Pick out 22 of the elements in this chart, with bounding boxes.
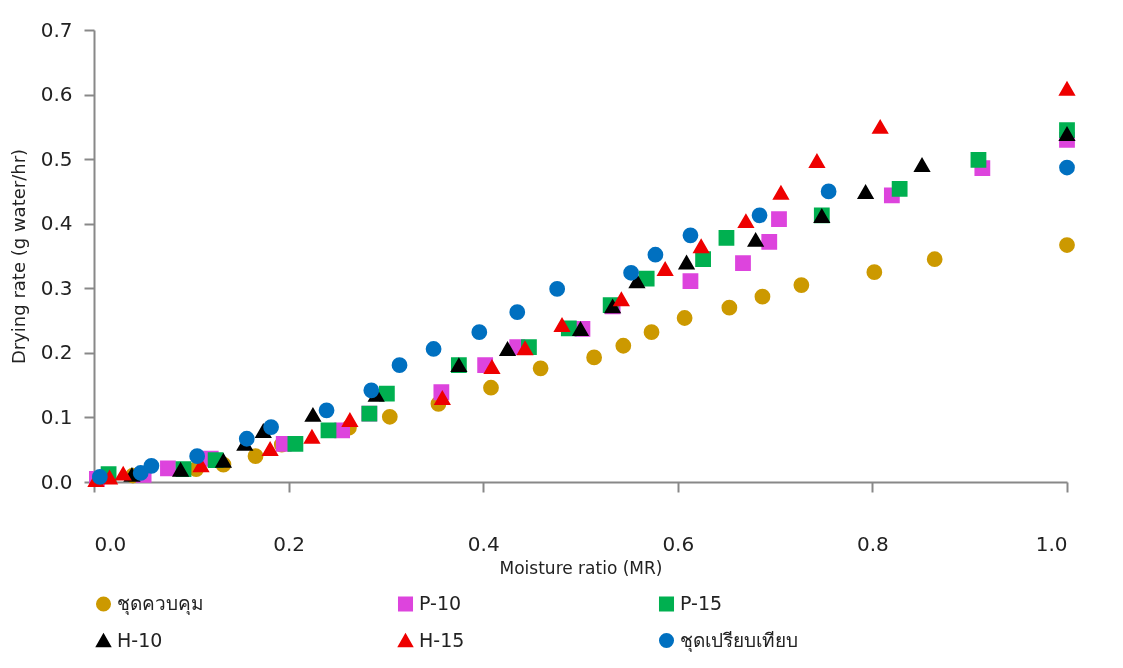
- x-tick-label: 1.0: [1035, 531, 1068, 556]
- y-tick-label: 0.1: [40, 404, 73, 429]
- x-tick-label: 0.2: [273, 531, 306, 556]
- x-tick-label: 0.6: [662, 531, 695, 556]
- y-axis-title: Drying rate (g water/hr): [7, 148, 29, 365]
- x-tick-label: 0.4: [467, 531, 500, 556]
- legend-label: H-15: [419, 628, 465, 651]
- x-tick-label: 0.0: [94, 531, 127, 556]
- legend-label: H-10: [117, 628, 163, 651]
- legend-label: P-15: [680, 591, 723, 614]
- legend-label: P-10: [419, 591, 462, 614]
- y-tick-label: 0.4: [40, 211, 73, 236]
- y-tick-label: 0.6: [40, 82, 73, 107]
- y-tick-label: 0.7: [40, 17, 73, 42]
- x-axis-title: Moisture ratio (MR): [499, 557, 663, 578]
- x-tick-label: 0.8: [856, 531, 889, 556]
- legend-label: ชุดควบคุม: [117, 591, 204, 616]
- legend-label: ชุดเปรียบเทียบ: [680, 628, 798, 653]
- y-tick-label: 0.0: [40, 469, 73, 494]
- y-tick-label: 0.3: [40, 275, 73, 300]
- y-tick-label: 0.2: [40, 340, 73, 365]
- y-tick-label: 0.5: [40, 146, 73, 171]
